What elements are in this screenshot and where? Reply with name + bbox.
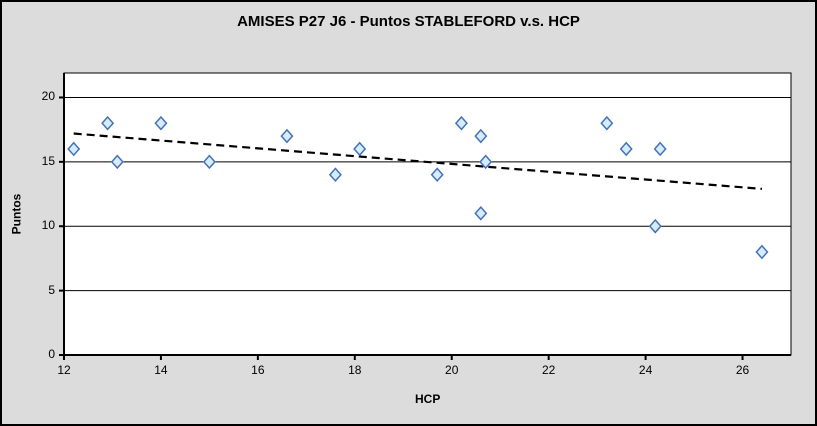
x-tick-label: 14 [154,363,168,377]
x-tick-label: 18 [348,363,362,377]
data-point-marker [474,206,488,221]
x-tick-label: 24 [638,363,653,377]
x-tick-label: 12 [57,363,71,377]
chart-title: AMISES P27 J6 - Puntos STABLEFORD v.s. H… [237,13,580,30]
data-point-marker [755,244,769,260]
data-point-marker [648,218,662,234]
data-point-marker [479,154,493,170]
data-point-marker [619,141,633,157]
data-point-marker [67,141,81,157]
y-tick-label: 20 [41,89,55,104]
y-tick-label: 0 [48,347,55,361]
data-point-marker [202,154,216,170]
y-tick-label: 5 [48,282,55,297]
x-tick-label: 20 [445,363,459,377]
data-point-marker [154,115,168,131]
data-point-marker [110,154,124,170]
x-tick-label: 26 [735,363,750,377]
data-point-marker [653,141,667,157]
y-tick-label: 10 [41,218,55,233]
data-point-marker [353,141,367,157]
data-point-marker [101,115,115,131]
trendline [73,132,763,190]
data-point-marker [600,115,614,131]
data-point-marker [454,115,468,131]
x-tick-label: 22 [541,363,556,377]
data-point-marker [280,128,294,144]
y-tick-label: 15 [41,153,55,168]
x-axis-title: HCP [415,392,441,406]
data-point-marker [474,128,488,144]
y-axis-title: Puntos [8,193,23,235]
plot-area [63,72,792,356]
x-tick-label: 16 [251,363,265,377]
data-point-marker [328,167,342,183]
data-point-marker [430,167,444,183]
